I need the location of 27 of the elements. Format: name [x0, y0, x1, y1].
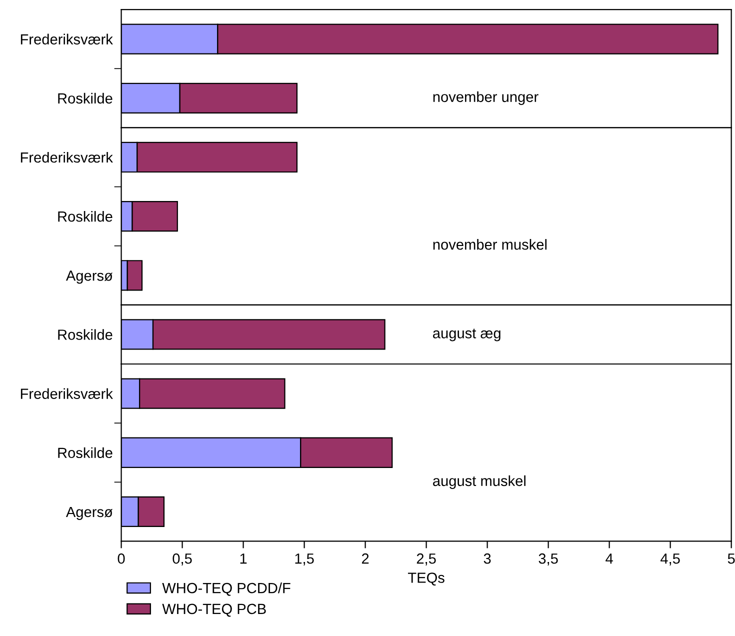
x-tick-label: 4,5 [660, 554, 680, 566]
y-tick-label: Roskilde [58, 329, 112, 340]
x-tick-label: 1,5 [295, 554, 314, 566]
x-tick-label: 3,5 [538, 553, 558, 566]
y-tick-label: Frederiksværk [20, 152, 113, 163]
annotation: august æg [433, 328, 500, 342]
y-tick-label: Agersø [66, 506, 113, 520]
y-tick-label: Roskilde [58, 92, 112, 104]
y-tick-label: Roskilde [58, 211, 112, 222]
x-tick-label: 2 [362, 553, 369, 564]
annotation: november muskel [433, 239, 547, 250]
y-tick-label: Agersø [66, 270, 113, 284]
x-tick-label: 3 [484, 553, 491, 564]
x-tick-label: 5 [728, 554, 735, 564]
legend-label: WHO-TEQ PCB [162, 604, 266, 617]
y-tick-label: Frederiksværk [20, 388, 113, 399]
x-tick-label: 2,5 [416, 553, 436, 566]
annotation: august muskel [433, 475, 526, 489]
x-tick-label: 1 [240, 554, 247, 564]
x-tick-label: 4 [606, 554, 613, 564]
legend-label: WHO-TEQ PCDD/F [162, 582, 290, 596]
x-axis-title: TEQs [408, 572, 444, 586]
x-tick-label: 0 [118, 553, 125, 564]
annotation: november unger [433, 91, 538, 105]
y-tick-label: Roskilde [58, 447, 112, 458]
x-tick-label: 0,5 [172, 553, 192, 566]
y-tick-label: Frederiksværk [20, 34, 113, 45]
